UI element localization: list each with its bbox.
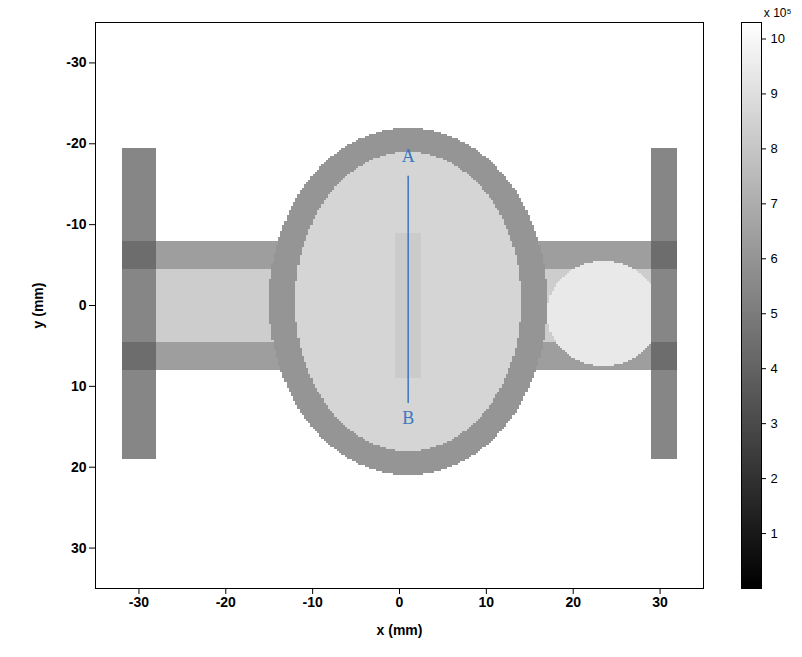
svg-text:7: 7	[771, 196, 778, 211]
svg-text:4: 4	[771, 361, 778, 376]
svg-text:30: 30	[652, 594, 668, 610]
svg-text:8: 8	[771, 141, 778, 156]
svg-text:x 10⁵: x 10⁵	[764, 6, 792, 20]
svg-text:-10: -10	[66, 216, 86, 232]
svg-text:20: 20	[71, 459, 87, 475]
svg-text:-30: -30	[66, 54, 86, 70]
svg-text:5: 5	[771, 306, 778, 321]
svg-text:x (mm): x (mm)	[377, 622, 423, 638]
svg-text:A: A	[402, 146, 415, 166]
svg-text:3: 3	[771, 416, 778, 431]
svg-text:20: 20	[565, 594, 581, 610]
svg-text:B: B	[402, 408, 414, 428]
svg-text:30: 30	[71, 540, 87, 556]
svg-text:10: 10	[479, 594, 495, 610]
svg-text:10: 10	[771, 31, 785, 46]
svg-text:6: 6	[771, 251, 778, 266]
svg-text:9: 9	[771, 86, 778, 101]
svg-text:0: 0	[396, 594, 404, 610]
svg-text:1: 1	[771, 526, 778, 541]
svg-text:y (mm): y (mm)	[30, 283, 46, 329]
svg-text:2: 2	[771, 471, 778, 486]
svg-text:-20: -20	[216, 594, 236, 610]
svg-text:-30: -30	[129, 594, 149, 610]
svg-text:-20: -20	[66, 135, 86, 151]
svg-text:-10: -10	[303, 594, 323, 610]
svg-text:0: 0	[79, 297, 87, 313]
svg-text:10: 10	[71, 378, 87, 394]
